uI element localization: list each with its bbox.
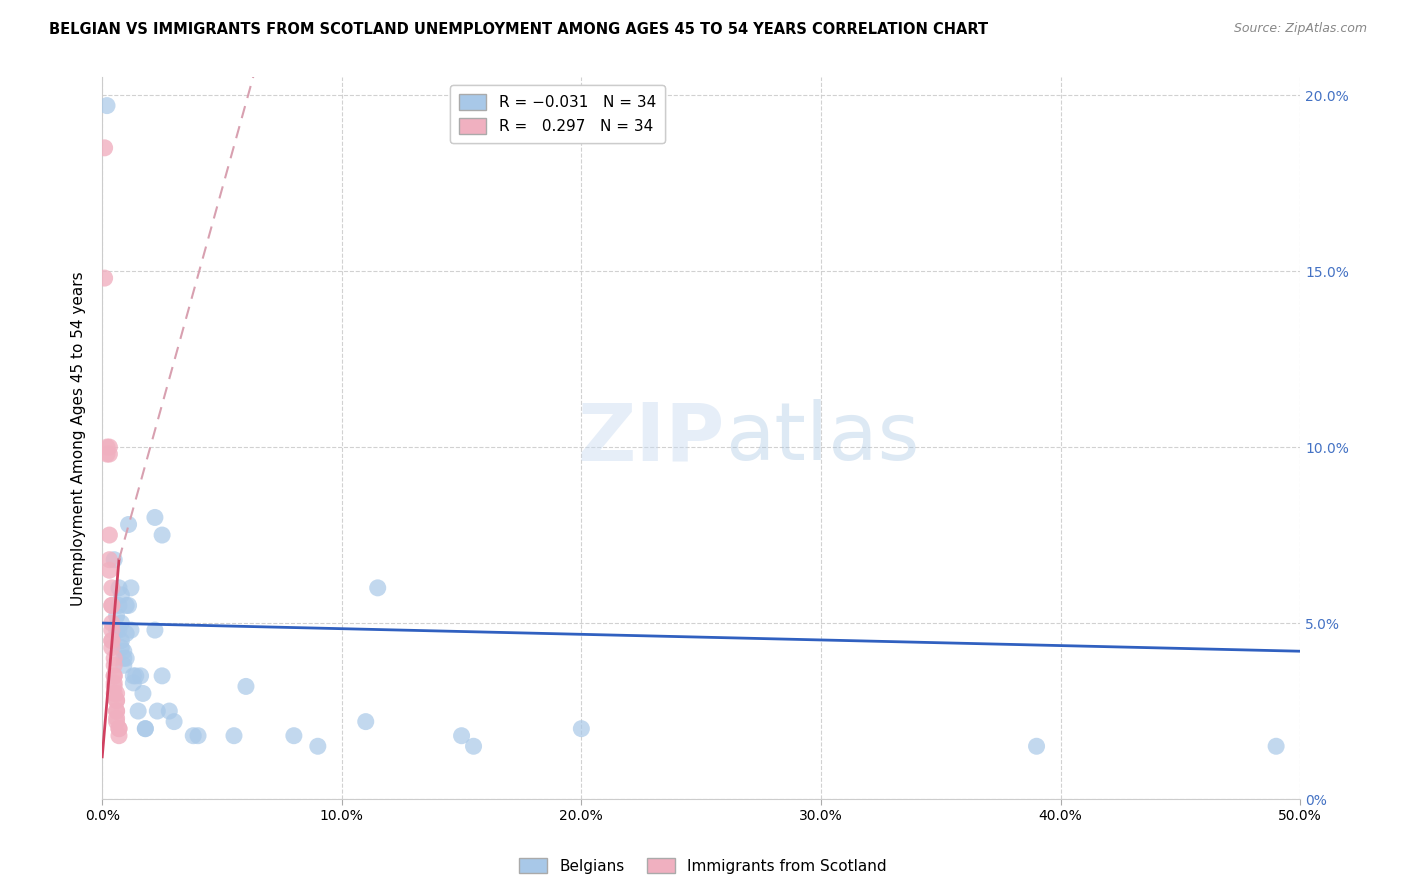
Point <box>150 669 173 683</box>
Point <box>143 510 166 524</box>
Point <box>110 615 132 630</box>
Point <box>101 581 124 595</box>
Point <box>108 722 131 736</box>
Point <box>122 669 145 683</box>
Point <box>108 623 131 637</box>
Point <box>163 714 186 729</box>
Point <box>110 633 132 648</box>
Point <box>105 704 128 718</box>
Point <box>101 623 124 637</box>
Point <box>235 680 257 694</box>
Y-axis label: Unemployment Among Ages 45 to 54 years: Unemployment Among Ages 45 to 54 years <box>72 271 86 606</box>
Point <box>110 640 132 655</box>
Point <box>120 581 142 595</box>
Point <box>157 704 180 718</box>
Point <box>307 739 329 754</box>
Point <box>108 581 131 595</box>
Point <box>181 729 204 743</box>
Point <box>98 447 121 461</box>
Text: ZIP: ZIP <box>578 400 725 477</box>
Point <box>117 517 139 532</box>
Point <box>103 676 125 690</box>
Point <box>134 722 156 736</box>
Point <box>93 141 115 155</box>
Point <box>222 729 245 743</box>
Point <box>117 599 139 613</box>
Point <box>98 528 121 542</box>
Point <box>96 447 118 461</box>
Point <box>146 704 169 718</box>
Point <box>134 722 156 736</box>
Point <box>101 633 124 648</box>
Point <box>132 686 155 700</box>
Point <box>105 609 128 624</box>
Point <box>354 714 377 729</box>
Point <box>569 722 592 736</box>
Point <box>115 651 138 665</box>
Point <box>127 704 149 718</box>
Point <box>103 680 125 694</box>
Point <box>112 644 135 658</box>
Point <box>150 528 173 542</box>
Legend: Belgians, Immigrants from Scotland: Belgians, Immigrants from Scotland <box>513 852 893 880</box>
Point <box>93 271 115 285</box>
Point <box>108 599 131 613</box>
Point <box>120 623 142 637</box>
Point <box>103 669 125 683</box>
Point <box>101 599 124 613</box>
Text: atlas: atlas <box>725 400 920 477</box>
Point <box>96 98 118 112</box>
Point <box>463 739 485 754</box>
Point <box>103 552 125 566</box>
Text: Source: ZipAtlas.com: Source: ZipAtlas.com <box>1233 22 1367 36</box>
Point <box>108 729 131 743</box>
Point <box>103 658 125 673</box>
Point <box>101 640 124 655</box>
Point <box>98 552 121 566</box>
Point <box>105 693 128 707</box>
Point <box>105 711 128 725</box>
Point <box>105 714 128 729</box>
Point <box>101 633 124 648</box>
Point <box>115 599 138 613</box>
Point <box>143 623 166 637</box>
Point <box>103 669 125 683</box>
Point <box>101 599 124 613</box>
Point <box>1025 739 1047 754</box>
Point <box>96 440 118 454</box>
Point <box>125 669 148 683</box>
Point <box>108 722 131 736</box>
Point <box>98 440 121 454</box>
Point <box>187 729 209 743</box>
Point <box>103 686 125 700</box>
Point <box>101 615 124 630</box>
Point <box>110 588 132 602</box>
Point <box>1265 739 1288 754</box>
Text: BELGIAN VS IMMIGRANTS FROM SCOTLAND UNEMPLOYMENT AMONG AGES 45 TO 54 YEARS CORRE: BELGIAN VS IMMIGRANTS FROM SCOTLAND UNEM… <box>49 22 988 37</box>
Point <box>450 729 472 743</box>
Point <box>112 651 135 665</box>
Legend: R = −0.031   N = 34, R =   0.297   N = 34: R = −0.031 N = 34, R = 0.297 N = 34 <box>450 85 665 143</box>
Point <box>112 658 135 673</box>
Point <box>98 563 121 577</box>
Point <box>129 669 152 683</box>
Point <box>283 729 305 743</box>
Point <box>105 693 128 707</box>
Point <box>105 686 128 700</box>
Point <box>105 704 128 718</box>
Point <box>367 581 389 595</box>
Point <box>105 623 128 637</box>
Point <box>122 676 145 690</box>
Point <box>115 626 138 640</box>
Point <box>103 651 125 665</box>
